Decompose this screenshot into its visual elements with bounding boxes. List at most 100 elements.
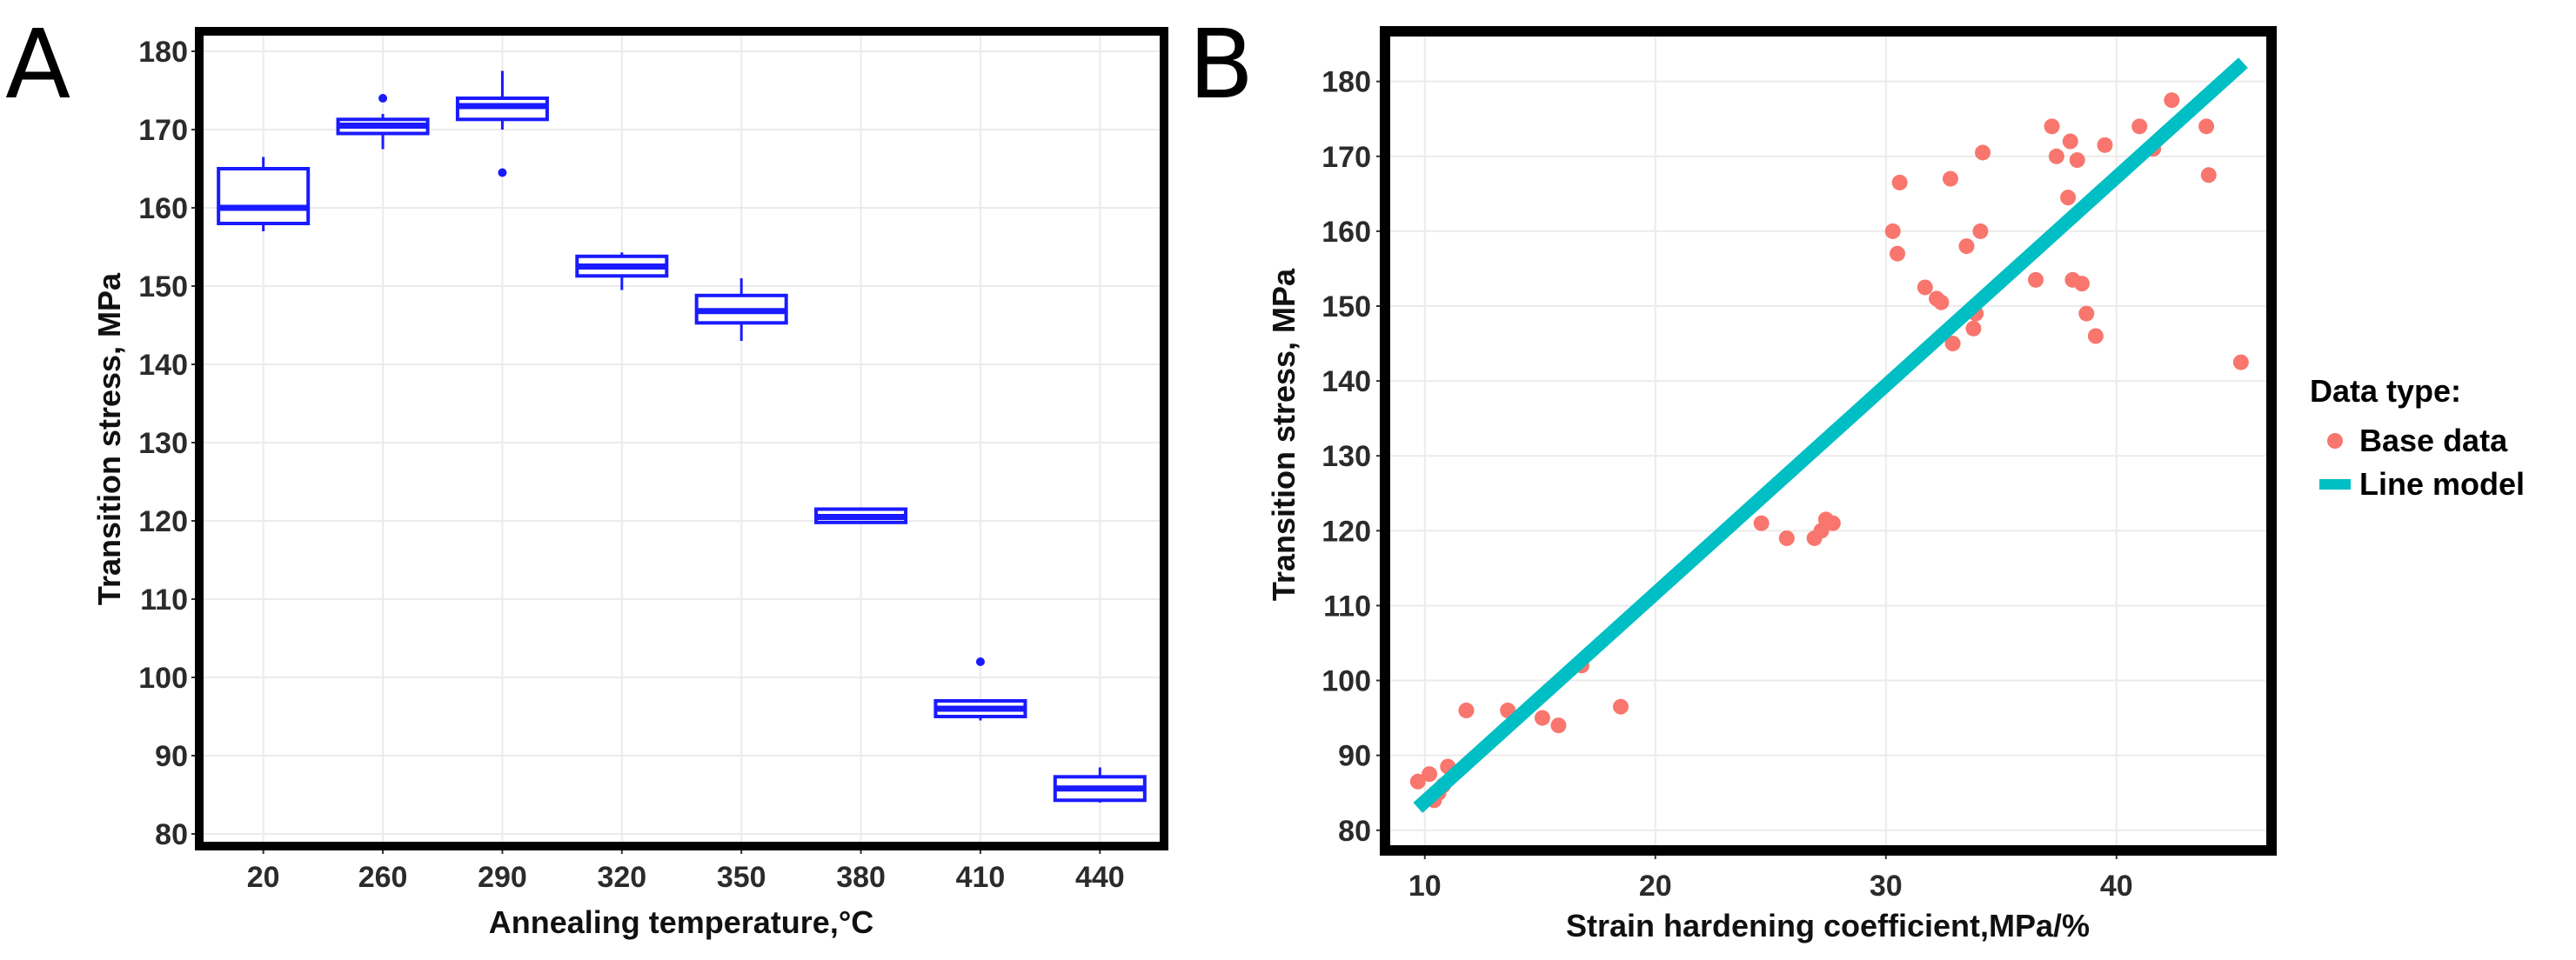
box-outlier — [498, 168, 507, 177]
panel-b-y-axis-title: Transition stress, MPa — [1266, 268, 1301, 601]
panel-a-x-tick-label: 380 — [836, 861, 886, 894]
panel-b-y-tick-label: 170 — [1321, 141, 1371, 174]
data-point — [2060, 190, 2077, 206]
data-point — [2062, 133, 2078, 150]
data-point — [2232, 354, 2249, 370]
box-350 — [694, 278, 788, 341]
data-point — [1933, 294, 1950, 310]
data-point — [1550, 717, 1567, 734]
panel-b-frame — [1380, 26, 2277, 856]
data-point — [2200, 167, 2217, 183]
panel-a-background — [199, 31, 1164, 846]
data-point — [2198, 118, 2215, 135]
data-point — [1972, 223, 1989, 239]
panel-a-y-tick-label: 160 — [138, 192, 188, 225]
legend-line-model-label: Line model — [2359, 466, 2525, 502]
box-outlier — [378, 94, 388, 103]
panel-b-x-tick-label: 40 — [2100, 870, 2133, 903]
data-point — [1965, 320, 1982, 337]
data-point — [2164, 92, 2180, 109]
data-point — [1778, 530, 1795, 546]
box-20 — [217, 157, 311, 231]
box-260 — [336, 94, 430, 150]
data-point — [1613, 698, 1629, 715]
line-model-path — [1413, 57, 2248, 813]
panel-b-y-tick-label: 80 — [1338, 815, 1371, 848]
panel-b-y-tick-label: 120 — [1321, 515, 1371, 548]
data-point — [2044, 118, 2060, 135]
legend-base-data-symbol — [2327, 433, 2343, 449]
panel-a-boxes — [217, 70, 1147, 803]
data-point — [2028, 271, 2044, 288]
data-point — [1409, 773, 1426, 790]
data-point — [1884, 223, 1901, 239]
data-point — [1975, 144, 1991, 161]
data-point — [1890, 245, 1905, 262]
box-320 — [575, 252, 669, 290]
data-point — [2074, 276, 2090, 292]
panel-b-y-ticks: 80 90 100 110 120 130 140 150 160 170 180 — [1321, 66, 1385, 848]
panel-a-y-tick-label: 130 — [138, 427, 188, 460]
panel-b-y-tick-label: 110 — [1323, 590, 1371, 623]
data-point — [1891, 174, 1908, 190]
panel-b-y-tick-label: 140 — [1321, 365, 1371, 398]
panel-a-x-tick-label: 260 — [358, 861, 408, 894]
data-point — [2087, 328, 2104, 344]
panel-a-x-tick-label: 440 — [1075, 861, 1125, 894]
box-380 — [814, 507, 908, 524]
legend-base-data-label: Base data — [2359, 423, 2508, 458]
panel-a-x-tick-label: 20 — [247, 861, 280, 894]
panel-b: B 80 90 100 110 120 130 140 150 160 170 180 10 20 30… — [1188, 9, 2525, 943]
box-290 — [455, 70, 549, 177]
panel-a-y-tick-label: 100 — [138, 662, 188, 695]
legend: Data type: Base data Line model — [2310, 373, 2525, 502]
data-point — [1458, 703, 1475, 718]
data-point — [2048, 148, 2064, 164]
panel-a-x-axis-title: Annealing temperature,°C — [489, 904, 873, 940]
panel-a-y-tick-label: 140 — [138, 349, 188, 382]
panel-a-y-tick-label: 170 — [138, 114, 188, 147]
data-point — [1958, 238, 1975, 255]
panel-b-x-tick-label: 30 — [1870, 870, 1903, 903]
data-point — [2069, 152, 2085, 169]
panel-b-x-axis-title: Strain hardening coefficient,MPa/% — [1566, 908, 2090, 943]
box-iqr — [217, 167, 311, 225]
data-point — [2078, 305, 2095, 322]
panel-a-y-tick-label: 180 — [138, 36, 188, 69]
panel-b-y-tick-label: 90 — [1338, 740, 1371, 773]
box-410 — [933, 657, 1027, 721]
panel-a-y-tick-label: 90 — [155, 740, 188, 773]
data-point — [1942, 170, 1958, 187]
panel-b-x-tick-label: 20 — [1639, 870, 1672, 903]
panel-a-label: A — [5, 9, 70, 120]
data-point — [1534, 710, 1550, 726]
data-point — [1824, 515, 1841, 531]
data-point — [2097, 137, 2113, 153]
panel-b-y-tick-label: 180 — [1321, 66, 1371, 99]
panel-b-line-model — [1413, 57, 2248, 813]
panel-a-y-tick-label: 120 — [138, 505, 188, 538]
panel-a-x-tick-label: 410 — [956, 861, 1006, 894]
panel-a-y-tick-label: 150 — [138, 270, 188, 303]
panel-a-x-tick-label: 350 — [717, 861, 766, 894]
panel-b-x-tick-label: 10 — [1408, 870, 1442, 903]
panel-b-y-tick-label: 150 — [1321, 290, 1371, 323]
panel-a-x-ticks: 20 260 290 320 350 380 410 440 — [247, 845, 1125, 894]
data-point — [1944, 336, 1961, 352]
panel-a-y-axis-title: Transition stress, MPa — [91, 272, 127, 605]
panel-a-x-tick-label: 320 — [597, 861, 646, 894]
data-point — [1422, 766, 1438, 783]
panel-a-y-tick-label: 110 — [140, 583, 188, 617]
panel-b-label: B — [1188, 9, 1254, 120]
data-point — [1917, 279, 1933, 296]
panel-a-x-tick-label: 290 — [478, 861, 527, 894]
panel-b-x-ticks: 10 20 30 40 — [1408, 850, 2133, 903]
data-point — [1753, 515, 1770, 531]
panel-a-frame — [195, 27, 1168, 850]
legend-title: Data type: — [2310, 373, 2461, 409]
panel-a-y-tick-label: 80 — [155, 818, 188, 851]
data-point — [2131, 118, 2148, 135]
panel-b-y-tick-label: 130 — [1321, 440, 1371, 473]
